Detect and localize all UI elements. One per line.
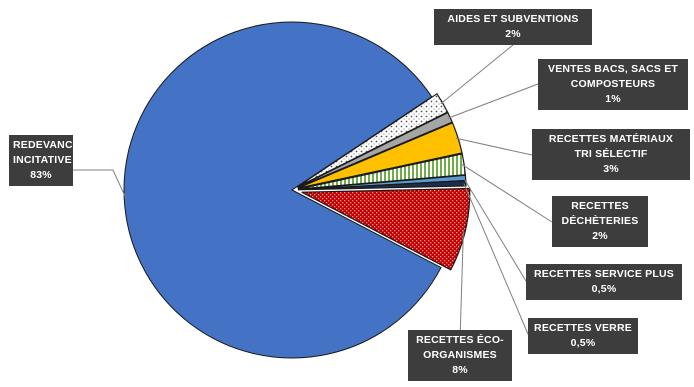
leader-line-decheteries bbox=[461, 164, 553, 223]
label-verre: RECETTES VERRE 0,5% bbox=[528, 318, 638, 354]
label-aides-line1: AIDES ET SUBVENTIONS bbox=[447, 13, 579, 25]
label-materiaux: RECETTES MATÉRIAUX TRI SÉLECTIF 3% bbox=[532, 129, 690, 180]
leader-line-aides bbox=[440, 44, 514, 105]
leader-line-service-plus bbox=[463, 177, 527, 282]
label-eco-line2: ORGANISMES bbox=[423, 349, 497, 361]
label-decheteries: RECETTES DÉCHÈTERIES 2% bbox=[552, 196, 648, 247]
label-eco: RECETTES ÉCO- ORGANISMES 8% bbox=[408, 330, 512, 381]
label-decheteries-line2: DÉCHÈTERIES bbox=[561, 215, 639, 227]
leader-line-eco bbox=[459, 229, 464, 341]
label-materiaux-line1: RECETTES MATÉRIAUX bbox=[548, 133, 674, 145]
label-redevance: REDEVANCE INCITATIVE 83% bbox=[9, 135, 80, 186]
label-ventes: VENTES BACS, SACS ET COMPOSTEURS 1% bbox=[538, 59, 688, 110]
label-service-plus: RECETTES SERVICE PLUS 0,5% bbox=[526, 264, 682, 300]
label-materiaux-line2: TRI SÉLECTIF bbox=[574, 148, 648, 160]
label-decheteries-line1: RECETTES bbox=[571, 200, 629, 212]
label-redevance-line1: REDEVANCE bbox=[13, 139, 80, 151]
label-ventes-line2: COMPOSTEURS bbox=[570, 78, 656, 90]
label-ventes-line1: VENTES BACS, SACS ET bbox=[547, 63, 679, 75]
label-service-plus-line2: 0,5% bbox=[591, 283, 617, 295]
slice-redevance bbox=[123, 21, 442, 359]
label-redevance-line3: 83% bbox=[30, 169, 52, 181]
label-materiaux-line3: 3% bbox=[603, 163, 619, 175]
label-eco-line3: 8% bbox=[452, 364, 468, 376]
label-aides: AIDES ET SUBVENTIONS 2% bbox=[434, 9, 592, 45]
label-eco-line1: RECETTES ÉCO- bbox=[416, 334, 504, 346]
label-ventes-line3: 1% bbox=[605, 93, 621, 105]
label-verre-line1: RECETTES VERRE bbox=[534, 322, 632, 334]
leader-line-verre bbox=[463, 183, 529, 335]
leader-line-ventes bbox=[448, 83, 539, 119]
label-service-plus-line1: RECETTES SERVICE PLUS bbox=[534, 268, 674, 280]
label-aides-line2: 2% bbox=[505, 28, 521, 40]
label-verre-line2: 0,5% bbox=[570, 337, 596, 349]
leader-line-redevance bbox=[73, 169, 127, 200]
label-redevance-line2: INCITATIVE bbox=[13, 154, 72, 166]
leader-line-materiaux bbox=[455, 137, 533, 156]
slice-materiaux bbox=[297, 122, 463, 189]
label-decheteries-line3: 2% bbox=[592, 230, 608, 242]
